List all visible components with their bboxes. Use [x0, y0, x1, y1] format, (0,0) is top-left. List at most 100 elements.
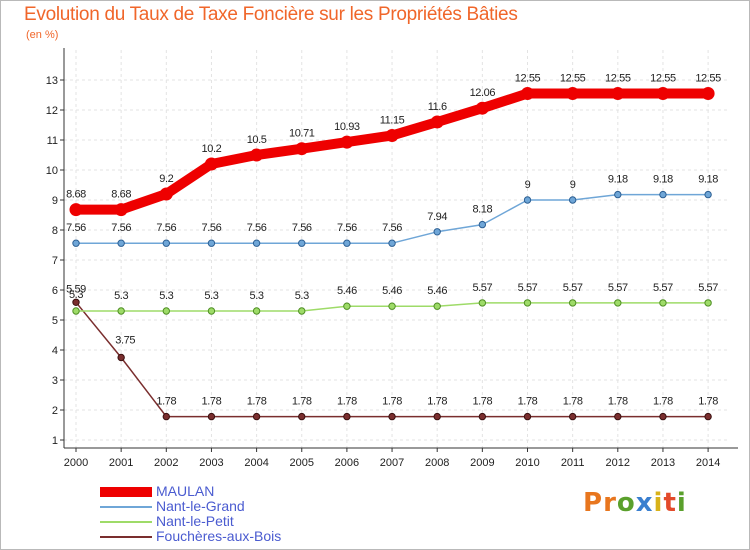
data-label-nant-le-petit: 5.3 [159, 290, 173, 302]
data-label-foucheres-aux-bois: 1.78 [472, 396, 492, 408]
data-point-maulan [159, 187, 173, 201]
logo-letter: i [653, 488, 664, 518]
data-label-maulan: 10.93 [334, 121, 360, 133]
data-point-nant-le-petit [433, 302, 441, 310]
data-point-nant-le-petit [659, 299, 667, 307]
data-label-nant-le-petit: 5.3 [295, 290, 309, 302]
legend-label-maulan: MAULAN [156, 483, 215, 499]
data-label-foucheres-aux-bois: 1.78 [427, 396, 447, 408]
data-label-maulan: 11.6 [428, 101, 447, 113]
data-label-foucheres-aux-bois: 1.78 [653, 396, 673, 408]
data-label-nant-le-petit: 5.3 [204, 290, 218, 302]
y-tick-label: 5 [52, 315, 58, 327]
data-point-maulan [475, 101, 489, 115]
data-point-maulan [611, 87, 625, 100]
data-label-foucheres-aux-bois: 1.78 [156, 396, 176, 408]
y-tick-label: 10 [46, 165, 58, 177]
data-point-nant-le-petit [72, 307, 80, 315]
data-point-nant-le-petit [162, 307, 171, 315]
y-tick-label: 8 [52, 225, 58, 237]
data-label-maulan: 12.55 [650, 73, 676, 85]
logo-letter: x [635, 488, 654, 518]
data-label-foucheres-aux-bois: 3.75 [115, 335, 135, 347]
data-point-nant-le-grand [523, 196, 532, 204]
data-label-maulan: 10.5 [247, 134, 267, 146]
data-point-nant-le-grand [659, 190, 667, 199]
data-point-maulan [430, 115, 444, 129]
data-label-nant-le-petit: 5.57 [653, 282, 673, 294]
data-point-nant-le-grand [162, 239, 171, 247]
data-label-nant-le-grand: 7.56 [247, 222, 267, 234]
y-tick-label: 3 [52, 375, 58, 387]
data-label-nant-le-petit: 5.46 [427, 285, 447, 297]
x-tick-label: 2000 [64, 457, 88, 469]
y-tick-label: 11 [47, 135, 58, 147]
series-maulan [69, 87, 715, 217]
data-point-foucheres-aux-bois [298, 412, 306, 421]
data-point-foucheres-aux-bois [343, 412, 351, 421]
data-label-foucheres-aux-bois: 1.78 [337, 396, 357, 408]
series-foucheres-aux-bois [72, 298, 712, 421]
legend-item-foucheres-aux-bois: Fouchères-aux-Bois [100, 529, 360, 544]
x-tick-label: 2013 [651, 457, 675, 469]
data-label-foucheres-aux-bois: 1.78 [698, 396, 718, 408]
data-label-foucheres-aux-bois: 1.78 [608, 396, 628, 408]
data-label-nant-le-petit: 5.3 [250, 290, 264, 302]
data-label-nant-le-grand: 7.56 [337, 222, 357, 234]
data-label-maulan: 8.68 [111, 189, 131, 201]
data-point-nant-le-petit [207, 307, 216, 315]
data-point-nant-le-petit [252, 307, 261, 315]
data-point-foucheres-aux-bois [568, 412, 577, 421]
series-nant-le-grand [72, 190, 712, 247]
data-label-foucheres-aux-bois: 1.78 [247, 396, 267, 408]
data-point-nant-le-petit [523, 299, 532, 307]
x-tick-label: 2001 [109, 457, 133, 469]
y-tick-label: 2 [52, 405, 58, 417]
legend-swatch-foucheres-aux-bois [100, 536, 152, 538]
data-point-nant-le-petit [388, 302, 396, 310]
data-point-maulan [340, 135, 354, 149]
y-tick-label: 4 [52, 345, 58, 357]
legend-item-nant-le-petit: Nant-le-Petit [100, 514, 360, 529]
data-point-foucheres-aux-bois [704, 412, 712, 421]
legend-swatch-nant-le-petit [100, 521, 152, 523]
proxiti-logo: Proxiti [583, 488, 687, 518]
data-point-nant-le-grand [388, 239, 396, 247]
data-point-nant-le-grand [252, 239, 261, 247]
data-label-nant-le-grand: 9.18 [608, 174, 628, 186]
data-label-nant-le-grand: 7.56 [382, 222, 402, 234]
data-label-nant-le-grand: 7.56 [66, 222, 86, 234]
data-label-nant-le-petit: 5.46 [337, 285, 357, 297]
logo-letter: i [676, 488, 687, 518]
data-point-maulan [566, 87, 580, 100]
data-point-nant-le-grand [568, 196, 577, 204]
data-point-nant-le-petit [704, 299, 712, 307]
legend: MAULAN Nant-le-Grand Nant-le-Petit Fouch… [100, 484, 360, 544]
y-tick-label: 12 [46, 105, 58, 117]
data-point-nant-le-grand [704, 190, 712, 199]
data-point-nant-le-petit [568, 299, 577, 307]
data-point-foucheres-aux-bois [388, 412, 396, 421]
data-point-nant-le-grand [478, 220, 487, 229]
data-point-maulan [295, 142, 309, 156]
y-tick-label: 7 [52, 255, 58, 267]
data-label-nant-le-petit: 5.3 [69, 289, 83, 301]
data-label-nant-le-grand: 9 [570, 179, 576, 191]
data-point-maulan [114, 203, 128, 217]
x-tick-label: 2002 [154, 457, 178, 469]
data-label-maulan: 8.68 [66, 189, 86, 201]
data-label-foucheres-aux-bois: 5.59 [66, 283, 86, 295]
legend-item-maulan: MAULAN [100, 484, 360, 499]
x-tick-label: 2004 [244, 457, 268, 469]
data-point-foucheres-aux-bois [207, 412, 216, 421]
data-point-maulan [701, 87, 715, 100]
x-tick-label: 2003 [199, 457, 223, 469]
data-point-maulan [204, 157, 218, 171]
y-tick-label: 1 [52, 435, 58, 447]
data-label-nant-le-grand: 7.94 [427, 211, 447, 223]
data-label-foucheres-aux-bois: 1.78 [202, 396, 222, 408]
data-label-nant-le-petit: 5.3 [114, 290, 128, 302]
x-tick-label: 2010 [515, 457, 539, 469]
data-label-maulan: 12.06 [470, 87, 496, 99]
x-tick-label: 2014 [696, 457, 720, 469]
